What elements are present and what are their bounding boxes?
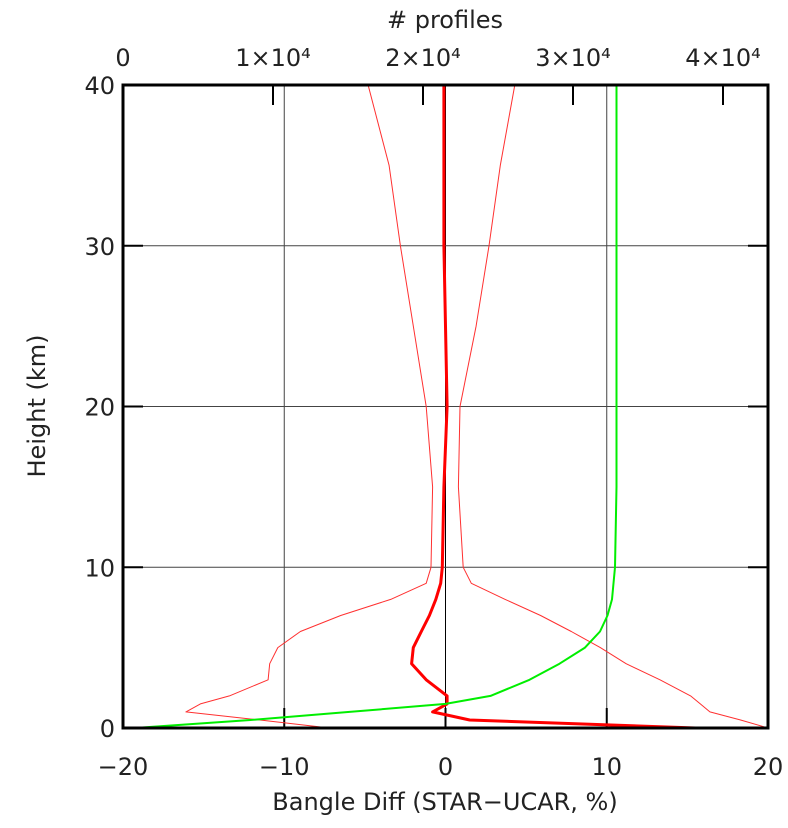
- x-tick-label: 20: [753, 753, 784, 781]
- y-tick-label: 30: [84, 233, 115, 261]
- x2-tick-label: 1×10⁴: [235, 44, 311, 72]
- profile-line: [185, 84, 434, 729]
- y-axis-label: Height (km): [23, 335, 51, 478]
- x2-axis-label: # profiles: [387, 6, 503, 34]
- x-tick-label: 0: [438, 753, 453, 781]
- x2-tick-label: 0: [115, 44, 130, 72]
- plot-frame: [121, 83, 770, 730]
- x-tick-label: −20: [98, 753, 149, 781]
- profile-line: [457, 84, 769, 729]
- x2-tick-label: 3×10⁴: [535, 44, 611, 72]
- y-tick-label: 0: [100, 715, 115, 743]
- x-axis-label: Bangle Diff (STAR−UCAR, %): [272, 788, 617, 816]
- y-tick-label: 40: [84, 72, 115, 100]
- x2-tick-label: 4×10⁴: [685, 44, 761, 72]
- profile-line: [134, 85, 618, 729]
- x2-tick-label: 2×10⁴: [385, 44, 461, 72]
- y-tick-label: 20: [84, 394, 115, 422]
- y-tick-label: 10: [84, 554, 115, 582]
- x-tick-label: −10: [259, 753, 310, 781]
- x-tick-label: 10: [591, 753, 622, 781]
